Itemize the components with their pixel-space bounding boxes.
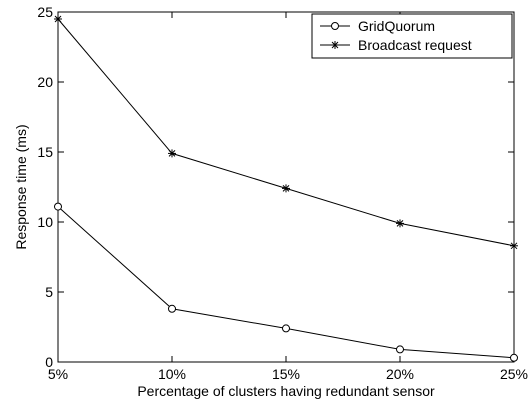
- y-tick-label: 5: [45, 284, 53, 300]
- y-tick-label: 25: [37, 4, 53, 20]
- x-tick-label: 25%: [500, 366, 528, 382]
- data-point-asterisk: [510, 241, 518, 250]
- x-tick-label: 10%: [158, 366, 186, 382]
- x-tick-label: 20%: [386, 366, 414, 382]
- x-tick-label: 15%: [272, 366, 300, 382]
- x-tick-label: 5%: [48, 366, 68, 382]
- asterisk-stroke: [54, 15, 62, 23]
- y-tick-label: 20: [37, 74, 53, 90]
- y-tick-label: 15: [37, 144, 53, 160]
- data-point-asterisk: [54, 15, 62, 23]
- y-tick-label: 0: [45, 354, 53, 370]
- y-tick-label: 10: [37, 214, 53, 230]
- legend-box: [311, 13, 513, 59]
- legend-asterisk-marker-icon: [331, 41, 339, 49]
- legend: GridQuorum Broadcast request: [311, 13, 513, 59]
- series-layer: [54, 15, 518, 362]
- asterisk-stroke: [510, 242, 518, 250]
- data-point-circle: [54, 202, 62, 211]
- data-point-circle: [396, 345, 404, 354]
- data-point-circle: [282, 324, 290, 333]
- data-point-asterisk: [282, 184, 290, 193]
- legend-label-gridquorum: GridQuorum: [358, 18, 435, 34]
- axis-ticks: 0 5 10 15 20 25 5% 10% 15% 20% 25%: [37, 4, 528, 382]
- legend-label-broadcast: Broadcast request: [358, 37, 472, 53]
- series-line-0: [57, 206, 515, 359]
- data-point-circle: [510, 353, 518, 362]
- data-point-asterisk: [396, 219, 404, 228]
- x-axis-label: Percentage of clusters having redundant …: [137, 383, 435, 399]
- y-axis-label: Response time (ms): [13, 124, 29, 249]
- asterisk-stroke: [168, 150, 176, 157]
- data-point-circle: [168, 304, 176, 313]
- asterisk-stroke: [396, 220, 404, 227]
- data-point-asterisk: [168, 149, 176, 158]
- asterisk-stroke: [282, 185, 290, 192]
- legend-circle-marker-icon: [331, 22, 339, 30]
